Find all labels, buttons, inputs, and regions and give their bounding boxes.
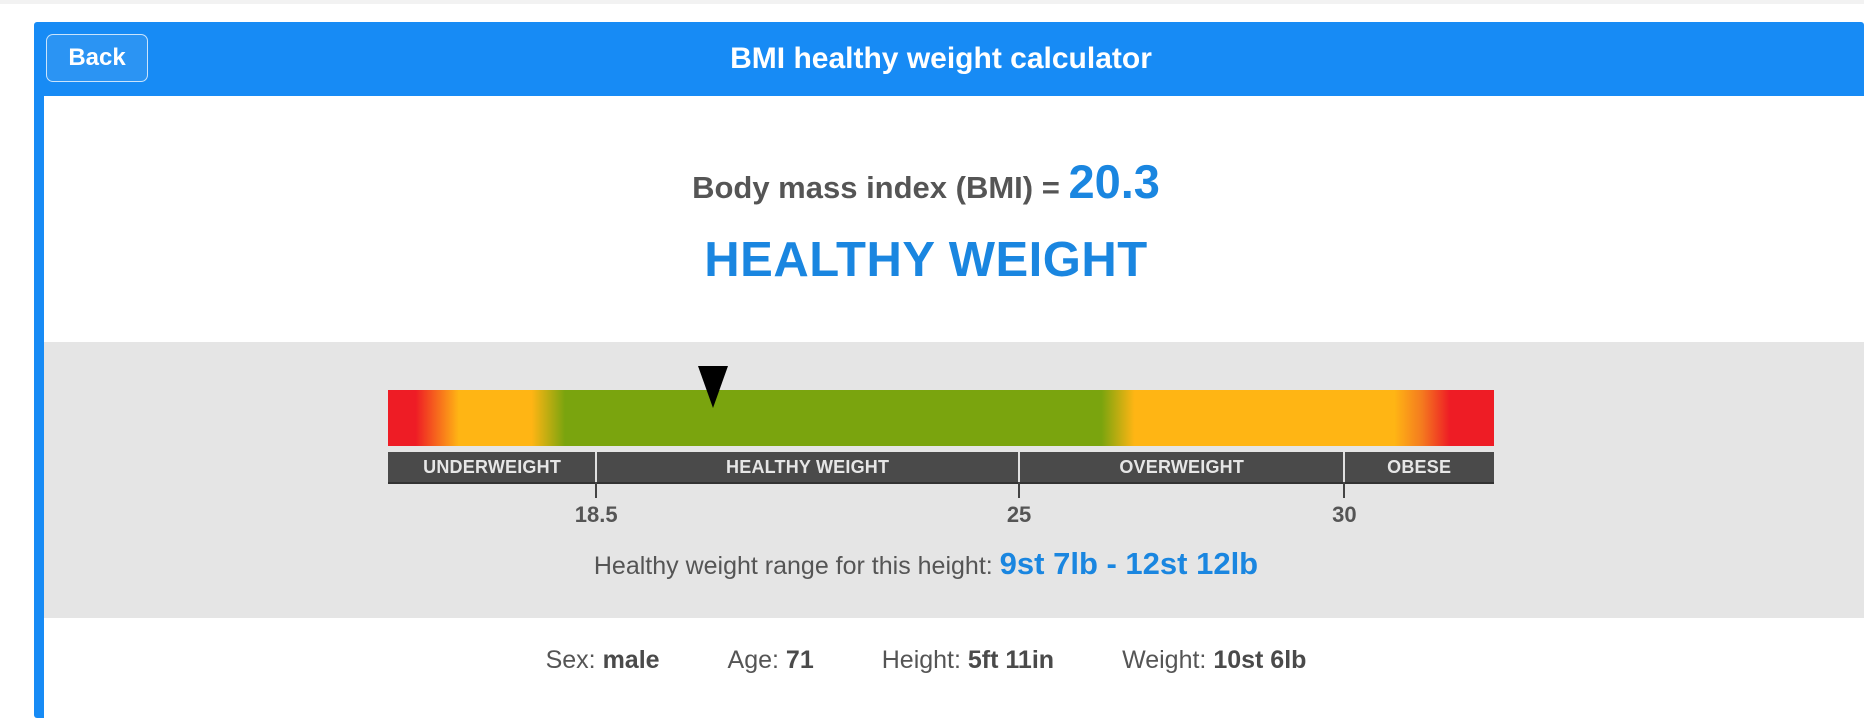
height-value: 5ft 11in — [967, 646, 1055, 674]
bmi-category-labels: UNDERWEIGHT HEALTHY WEIGHT OVERWEIGHT OB… — [388, 452, 1494, 484]
healthy-range-value: 9st 7lb - 12st 12lb — [999, 546, 1259, 581]
weight-value: 10st 6lb — [1213, 646, 1307, 674]
tick-25 — [1018, 482, 1021, 498]
tick-18-5 — [595, 482, 598, 498]
segment-underweight: UNDERWEIGHT — [423, 456, 562, 477]
age-label: Age: — [727, 646, 786, 674]
tick-30 — [1343, 482, 1346, 498]
healthy-range-label: Healthy weight range for this height: — [593, 552, 1000, 580]
bmi-marker-icon — [698, 366, 729, 408]
bmi-category: HEALTHY WEIGHT — [704, 233, 1148, 287]
sex-value: male — [602, 646, 660, 674]
detail-weight: Weight: 10st 6lb — [1122, 646, 1306, 675]
tick-label-30: 30 — [1332, 502, 1357, 527]
segment-divider — [1018, 452, 1021, 482]
detail-age: Age: 71 — [728, 646, 814, 675]
segment-obese: OBESE — [1387, 456, 1452, 477]
header-bar: Back BMI healthy weight calculator — [34, 22, 1864, 96]
results-panel: Body mass index (BMI) = 20.3 HEALTHY WEI… — [44, 96, 1864, 718]
segment-divider — [595, 452, 598, 482]
bmi-result: Body mass index (BMI) = 20.3 — [16, 154, 1836, 209]
healthy-range: Healthy weight range for this height: 9s… — [16, 546, 1836, 582]
user-details: Sex: male Age: 71 Height: 5ft 11in Weigh… — [16, 646, 1836, 675]
top-border — [0, 0, 1864, 4]
segment-healthy-weight: HEALTHY WEIGHT — [726, 456, 890, 477]
page-title: BMI healthy weight calculator — [730, 42, 1152, 75]
bmi-value: 20.3 — [1068, 155, 1160, 208]
tick-label-25: 25 — [1006, 502, 1032, 527]
segment-divider — [1343, 452, 1346, 482]
detail-sex: Sex: male — [546, 646, 660, 675]
bmi-scale-section: UNDERWEIGHT HEALTHY WEIGHT OVERWEIGHT OB… — [44, 342, 1864, 618]
sex-label: Sex: — [545, 646, 603, 674]
tick-label-18-5: 18.5 — [574, 502, 618, 527]
age-value: 71 — [785, 646, 814, 674]
back-button[interactable]: Back — [46, 34, 148, 82]
weight-label: Weight: — [1122, 646, 1214, 674]
calculator-frame: Back BMI healthy weight calculator Body … — [34, 22, 1864, 718]
bmi-color-bar — [388, 390, 1494, 446]
height-label: Height: — [881, 646, 968, 674]
segment-overweight: OVERWEIGHT — [1119, 456, 1245, 477]
bmi-label: Body mass index (BMI) = — [692, 170, 1069, 205]
detail-height: Height: 5ft 11in — [882, 646, 1054, 675]
